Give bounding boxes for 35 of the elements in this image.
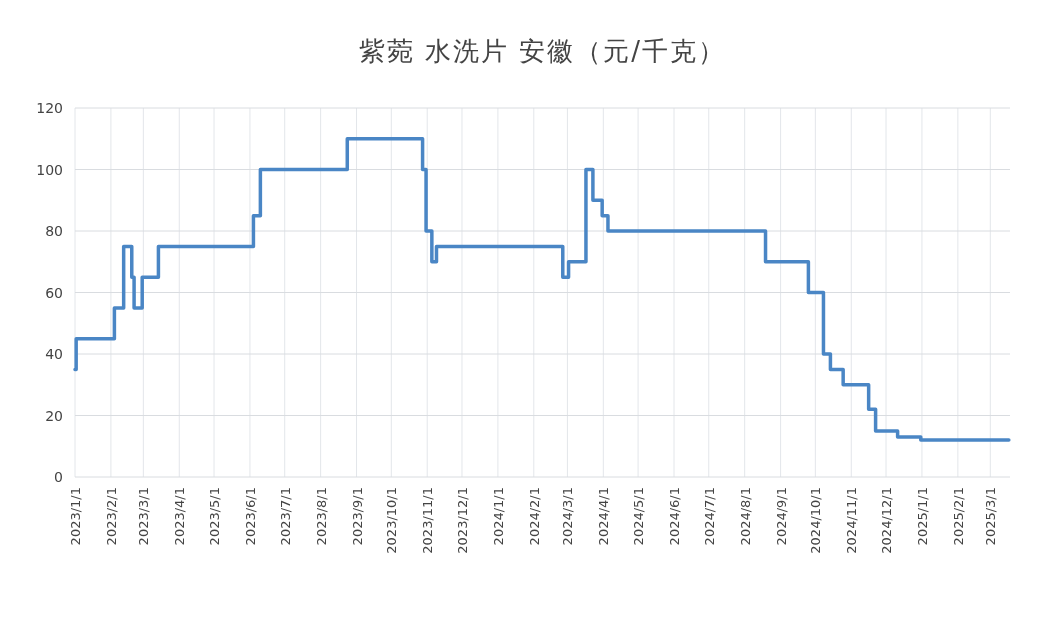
x-tick-label: 2024/5/1 xyxy=(631,487,647,546)
x-tick-label: 2023/4/1 xyxy=(172,487,188,546)
x-tick-label: 2023/10/1 xyxy=(384,487,400,554)
x-tick-label: 2023/3/1 xyxy=(136,487,152,546)
y-tick-label: 120 xyxy=(36,100,63,116)
x-tick-label: 2023/2/1 xyxy=(103,487,119,546)
y-tick-label: 80 xyxy=(45,223,63,239)
x-tick-label: 2025/3/1 xyxy=(983,487,999,546)
x-tick-label: 2024/10/1 xyxy=(808,487,824,554)
x-tick-label: 2025/2/1 xyxy=(950,487,966,546)
y-tick-label: 20 xyxy=(45,407,63,424)
x-tick-label: 2025/1/1 xyxy=(914,487,930,546)
x-tick-label: 2024/8/1 xyxy=(737,487,753,546)
x-tick-label: 2023/12/1 xyxy=(454,487,470,554)
x-tick-label: 2023/9/1 xyxy=(349,487,365,546)
x-tick-label: 2024/4/1 xyxy=(596,487,612,546)
x-tick-label: 2024/3/1 xyxy=(560,487,576,546)
x-tick-label: 2023/1/1 xyxy=(68,487,83,546)
y-tick-label: 40 xyxy=(45,346,63,362)
y-tick-label: 60 xyxy=(45,284,63,301)
x-tick-label: 2023/5/1 xyxy=(207,487,223,546)
x-tick-label: 2024/7/1 xyxy=(701,487,717,546)
x-tick-label: 2023/6/1 xyxy=(242,487,258,546)
x-tick-label: 2024/6/1 xyxy=(667,487,682,546)
x-tick-label: 2024/2/1 xyxy=(526,487,542,546)
x-tick-label: 2023/8/1 xyxy=(313,487,329,546)
y-tick-label: 0 xyxy=(54,469,63,485)
y-tick-label: 100 xyxy=(36,161,63,178)
x-tick-label: 2024/1/1 xyxy=(490,487,506,546)
x-tick-label: 2024/12/1 xyxy=(879,487,895,554)
x-tick-label: 2024/9/1 xyxy=(773,487,789,546)
x-tick-label: 2023/7/1 xyxy=(277,487,293,546)
chart-title: 紫菀 水洗片 安徽（元/千克） xyxy=(358,36,727,66)
x-tick-label: 2024/11/1 xyxy=(844,487,860,554)
x-tick-label: 2023/11/1 xyxy=(420,487,436,554)
